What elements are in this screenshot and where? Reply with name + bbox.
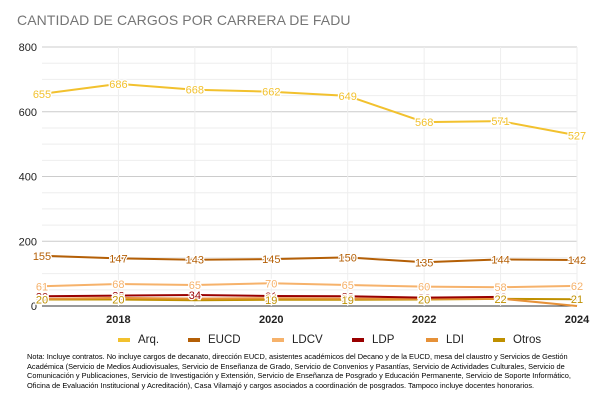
data-label: 58 xyxy=(494,282,506,294)
legend-label: LDI xyxy=(446,334,464,346)
legend-swatch xyxy=(426,338,438,342)
x-tick-label: 2024 xyxy=(565,314,590,326)
y-tick-label: 200 xyxy=(19,236,37,248)
legend-swatch xyxy=(352,338,364,342)
x-tick-label: 2020 xyxy=(259,314,283,326)
y-tick-label: 600 xyxy=(19,107,37,119)
data-label: 68 xyxy=(112,279,124,291)
data-label: 150 xyxy=(339,252,357,264)
series-line-ldcv xyxy=(41,282,578,289)
chart-note: Nota: Incluye contratos. No incluye carg… xyxy=(27,352,571,390)
data-label: 23 xyxy=(342,294,354,306)
data-label: 143 xyxy=(186,255,204,267)
data-label: 571 xyxy=(491,116,509,128)
data-label: 655 xyxy=(33,89,51,101)
data-label: 144 xyxy=(491,254,509,266)
legend-swatch xyxy=(493,338,505,342)
legend-swatch xyxy=(188,338,200,342)
data-label: 24 xyxy=(265,293,277,305)
data-label: 135 xyxy=(415,257,433,269)
x-tick-label: 2022 xyxy=(412,314,436,326)
data-label: 60 xyxy=(418,282,430,294)
legend-swatch xyxy=(118,338,130,342)
data-label: 30 xyxy=(342,291,354,303)
data-label: 34 xyxy=(189,290,201,302)
data-label: 662 xyxy=(262,87,280,99)
data-label: 22 xyxy=(494,294,506,306)
data-label: 649 xyxy=(339,91,357,103)
data-label: 65 xyxy=(189,280,201,292)
data-label: 686 xyxy=(109,79,127,91)
chart-title: CANTIDAD DE CARGOS POR CARRERA DE FADU xyxy=(17,12,351,28)
data-label: 31 xyxy=(265,291,277,303)
data-label: 62 xyxy=(571,281,583,293)
data-label: 527 xyxy=(568,130,586,142)
gridlines xyxy=(42,46,578,307)
data-label: 668 xyxy=(186,85,204,97)
x-tick-label: 2018 xyxy=(106,314,130,326)
data-label: 20 xyxy=(36,295,48,307)
data-label: 70 xyxy=(265,278,277,290)
data-label: 28 xyxy=(494,292,506,304)
series-line-ldi xyxy=(41,296,578,307)
legend-label: Otros xyxy=(513,334,541,346)
data-label: 568 xyxy=(415,117,433,129)
series-line-arq xyxy=(41,82,578,137)
data-label: 20 xyxy=(112,295,124,307)
data-label: 23 xyxy=(494,294,506,306)
data-label: 61 xyxy=(36,281,48,293)
y-tick-label: 400 xyxy=(19,172,37,184)
data-label: 22 xyxy=(36,294,48,306)
legend-label: EUCD xyxy=(208,334,241,346)
series-line-eucd xyxy=(41,254,578,264)
data-label: 32 xyxy=(112,291,124,303)
data-labels: 655 686 668 662 649 568 571 527 155 147 143 145 150 1… xyxy=(32,78,588,308)
data-label: 19 xyxy=(265,295,277,307)
series-line-ldp xyxy=(41,294,501,299)
legend-swatch xyxy=(272,338,284,342)
data-label: 21 xyxy=(571,294,583,306)
data-label: 30 xyxy=(36,291,48,303)
y-tick-label: 800 xyxy=(19,42,37,54)
data-label: 155 xyxy=(33,251,51,263)
data-label: 147 xyxy=(109,253,127,265)
legend: Arq. EUCD LDCV LDP LDI Otros xyxy=(118,334,541,346)
legend-label: LDCV xyxy=(292,334,323,346)
legend-label: LDP xyxy=(372,334,395,346)
data-label: 142 xyxy=(568,255,586,267)
data-label: 22 xyxy=(418,294,430,306)
series-lines xyxy=(41,82,578,307)
data-label: 25 xyxy=(112,293,124,305)
legend-label: Arq. xyxy=(138,334,159,346)
data-label: 26 xyxy=(418,293,430,305)
data-label: 19 xyxy=(342,295,354,307)
data-label: 65 xyxy=(342,280,354,292)
y-tick-label: 0 xyxy=(31,301,37,313)
data-label: 20 xyxy=(418,295,430,307)
data-label: 145 xyxy=(262,254,280,266)
